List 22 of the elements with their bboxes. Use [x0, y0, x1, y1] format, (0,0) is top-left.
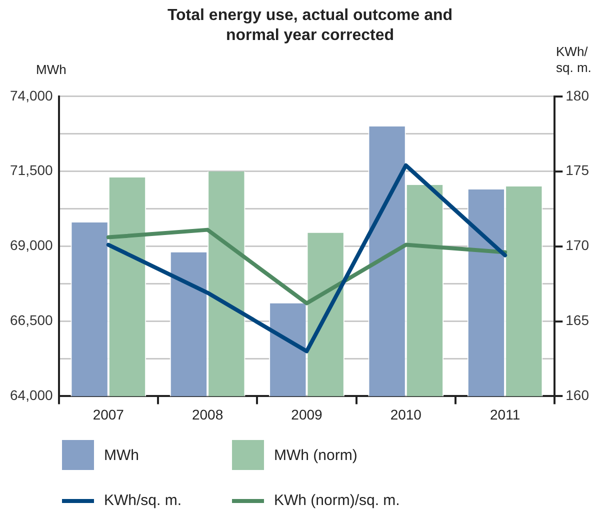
legend-label: MWh (norm): [274, 446, 358, 464]
y-tick-label: 69,000: [10, 237, 54, 254]
y2-tick-label: 175: [566, 162, 590, 178]
y2-tick-label: 180: [566, 87, 590, 104]
y2-tick-label: 160: [566, 387, 590, 404]
y2-tick-label: 170: [566, 237, 590, 254]
x-tick-label: 2009: [291, 406, 323, 422]
y2-tick-label: 165: [566, 312, 590, 328]
legend-label: MWh: [104, 446, 139, 464]
y-tick-label: 71,500: [10, 162, 54, 178]
chart-title: Total energy use, actual outcome and normal year corrected: [166, 6, 454, 46]
x-tick-label: 2010: [390, 406, 422, 422]
x-tick-label: 2011: [490, 406, 520, 422]
y-tick-label: 64,000: [10, 387, 54, 404]
y2-axis-title: KWh/ sq. m.: [556, 44, 592, 76]
legend-label: KWh (norm)/sq. m.: [274, 492, 400, 509]
legend-label: KWh/sq. m.: [104, 492, 182, 509]
x-tick-label: 2008: [192, 406, 224, 422]
y-tick-label: 66,500: [10, 312, 54, 328]
y-axis-title: MWh: [36, 62, 66, 77]
x-tick-label: 2007: [92, 406, 124, 422]
y-tick-label: 74,000: [10, 87, 54, 104]
